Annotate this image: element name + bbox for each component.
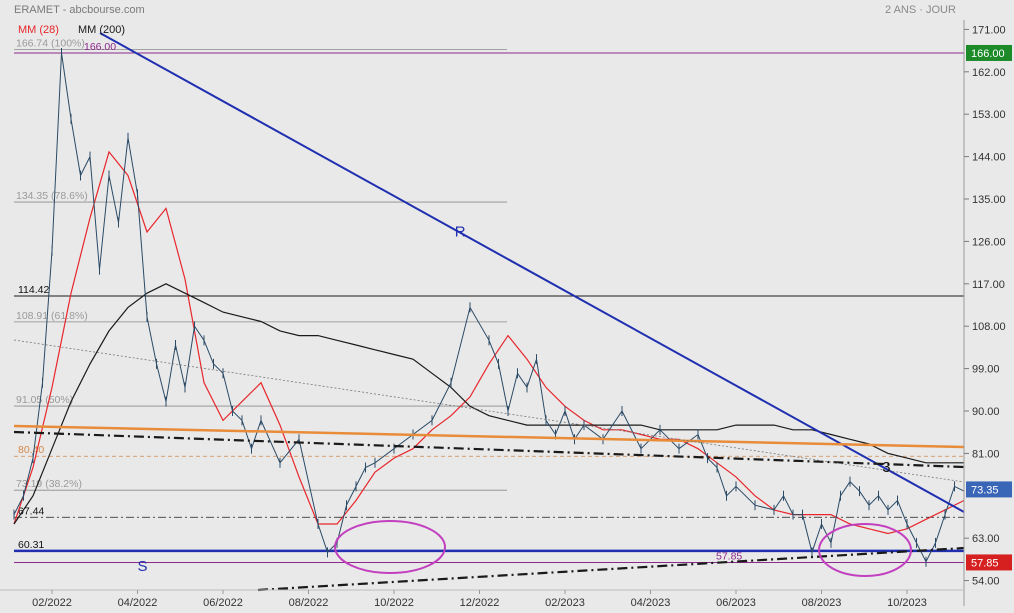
dashdot-trend-line	[13, 430, 965, 469]
series-line-price	[13, 52, 965, 563]
series-layer	[13, 47, 965, 567]
legend-ma-short: MM (28)	[18, 24, 59, 36]
y-tick-label: 117.00	[972, 279, 1005, 291]
annotation-label: R	[455, 224, 466, 241]
x-tick-label: 08/2023	[802, 597, 842, 609]
level-label: 134.35 (78.6%)	[16, 190, 88, 202]
y-tick-label: 108.00	[972, 321, 1006, 333]
y-tick-label: 99.00	[972, 364, 1000, 376]
x-tick-label: 06/2022	[203, 597, 243, 609]
y-tick-label: 54.00	[972, 576, 1000, 588]
level-label: 166.00	[84, 41, 116, 53]
legend-ma-long: MM (200)	[78, 24, 125, 36]
price-tag-box	[966, 44, 1012, 61]
price-tag-box	[966, 554, 1012, 571]
y-tick-label: 81.00	[972, 448, 1000, 460]
level-label: 108.91 (61.8%)	[16, 310, 88, 322]
x-tick-label: 06/2023	[716, 597, 756, 609]
price-tag-label: 166.00	[971, 48, 1005, 60]
x-tick-label: 10/2023	[887, 597, 927, 609]
x-tick-label: 04/2022	[118, 597, 158, 609]
resistance-line	[99, 32, 965, 513]
x-tick-label: 02/2022	[32, 597, 72, 609]
x-tick-label: 10/2022	[374, 597, 414, 609]
x-tick-label: 02/2023	[545, 597, 585, 609]
level-label: 91.05 (50%)	[16, 394, 73, 406]
price-tag-box	[966, 481, 1012, 498]
axis-layer: 171.00 162.00 153.00 144.00 135.00 126.00 117.…	[0, 20, 1012, 609]
dotted-trend-line	[13, 339, 965, 483]
level-label: 60.31	[18, 539, 44, 551]
x-tick-label: 04/2023	[631, 597, 671, 609]
orange-support-line	[13, 424, 965, 449]
annotation-label: 3	[882, 459, 890, 476]
bottom-circle-1	[334, 520, 446, 574]
y-tick-label: 126.00	[972, 236, 1006, 248]
y-tick-label: 144.00	[972, 152, 1006, 164]
rising-support-line	[257, 546, 965, 592]
drawings-layer: R S 3	[13, 32, 965, 592]
chart-source-title: ERAMET - abcbourse.com	[14, 4, 145, 16]
x-tick-label: 08/2022	[289, 597, 329, 609]
y-tick-label: 153.00	[972, 109, 1006, 121]
y-tick-label: 63.00	[972, 533, 1000, 545]
level-label: 166.74 (100%)	[16, 37, 85, 49]
series-line-ma_long	[13, 283, 964, 525]
series-line-ma_short	[13, 150, 965, 535]
price-tag-label: 57.85	[971, 557, 999, 569]
y-tick-label: 162.00	[972, 67, 1006, 79]
price-tag-label: 73.35	[971, 484, 999, 496]
annotation-label: S	[138, 558, 148, 575]
y-tick-label: 90.00	[972, 406, 1000, 418]
level-label: 57.85	[716, 550, 742, 562]
level-label: 73.19 (38.2%)	[16, 478, 82, 490]
x-tick-label: 12/2022	[460, 597, 500, 609]
chart-period-label: 2 ANS · JOUR	[885, 4, 956, 16]
y-tick-label: 171.00	[972, 24, 1006, 36]
bottom-circle-2	[818, 523, 912, 577]
level-label: 80.40	[18, 444, 44, 456]
level-label: 114.42	[18, 284, 49, 296]
y-tick-label: 135.00	[972, 194, 1006, 206]
